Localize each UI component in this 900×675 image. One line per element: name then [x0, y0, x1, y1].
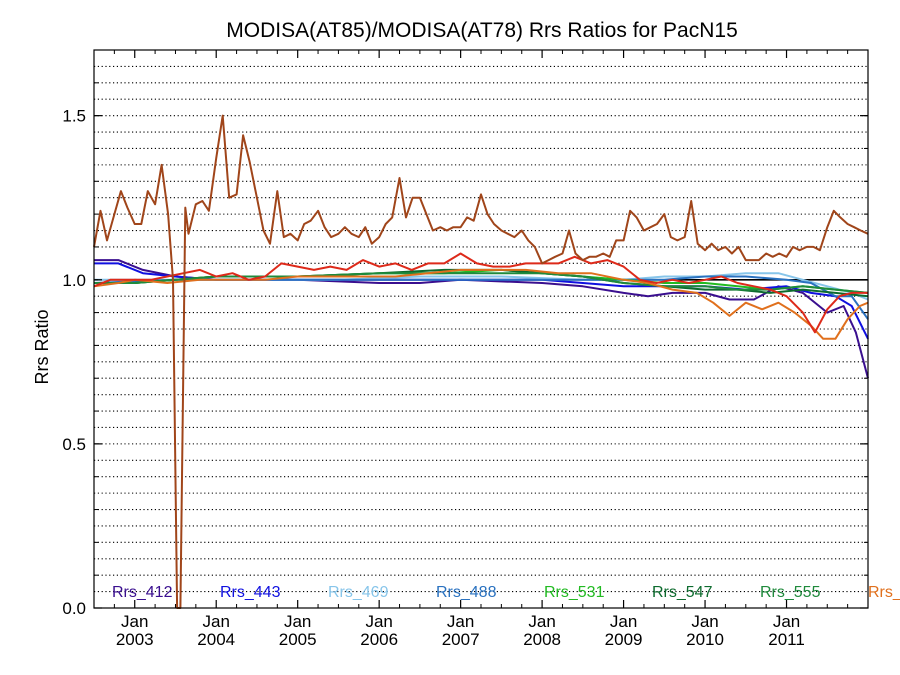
- series-line-rrs-443: [94, 262, 869, 340]
- x-tick-year: 2011: [768, 630, 805, 649]
- x-tick-month: Jan: [121, 612, 148, 631]
- x-tick-month: Jan: [691, 612, 718, 631]
- y-tick-label: 0.0: [62, 599, 86, 618]
- y-axis: 0.0 0.5 1.0 1.5: [62, 82, 868, 618]
- legend-entry: Rrs_488: [436, 584, 497, 601]
- x-tick-month: Jan: [447, 612, 474, 631]
- x-tick-year: 2008: [523, 630, 561, 649]
- legend: Rrs_412 Rrs_443 Rrs_469 Rrs_488 Rrs_531 Rrs_5…: [112, 584, 900, 601]
- legend-entry: Rrs_412: [112, 584, 173, 601]
- x-axis: Jan2003Jan2004Jan2005Jan2006Jan2007Jan20…: [93, 50, 849, 649]
- series-layer: [93, 114, 869, 609]
- series-line-rrs-678: [93, 114, 869, 609]
- legend-entry: Rrs_547: [652, 584, 713, 601]
- x-tick-year: 2004: [197, 630, 235, 649]
- series-line-rrs-555: [94, 272, 869, 294]
- legend-entry: Rrs_469: [328, 584, 389, 601]
- x-tick-month: Jan: [202, 612, 229, 631]
- x-tick-month: Jan: [284, 612, 311, 631]
- x-tick-month: Jan: [610, 612, 637, 631]
- legend-entry: Rrs_443: [220, 584, 281, 601]
- x-tick-year: 2009: [605, 630, 643, 649]
- x-tick-year: 2005: [279, 630, 317, 649]
- legend-entry: Rrs_555: [760, 584, 821, 601]
- grid-lines: [94, 65, 868, 593]
- x-tick-month: Jan: [528, 612, 555, 631]
- x-tick-year: 2007: [442, 630, 480, 649]
- x-tick-month: Jan: [365, 612, 392, 631]
- series-line-rrs-645: [93, 268, 869, 340]
- legend-entry: Rrs_645: [868, 584, 900, 601]
- legend-entry: Rrs_531: [544, 584, 605, 601]
- series-line-rrs-667: [93, 252, 868, 334]
- x-tick-month: Jan: [773, 612, 800, 631]
- y-tick-label: 1.0: [62, 271, 86, 290]
- y-tick-label: 0.5: [62, 435, 86, 454]
- x-tick-year: 2006: [360, 630, 398, 649]
- y-tick-label: 1.5: [62, 107, 86, 126]
- x-tick-year: 2003: [116, 630, 154, 649]
- x-tick-year: 2010: [686, 630, 724, 649]
- chart-title: MODISA(AT85)/MODISA(AT78) Rrs Ratios for…: [226, 19, 738, 42]
- y-axis-label: Rrs Ratio: [32, 309, 52, 384]
